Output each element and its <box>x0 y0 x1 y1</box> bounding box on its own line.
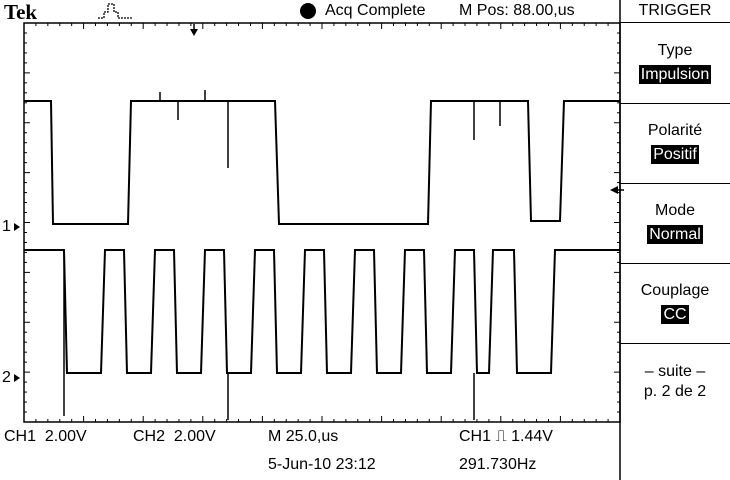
next-page-line1: – suite – <box>644 363 706 380</box>
menu-item-polarity[interactable]: Polarité Positif <box>620 122 730 164</box>
trigger-readout: CH1 ⎍ 1.44V <box>459 428 553 445</box>
ch2-marker-label: 2 <box>2 369 11 386</box>
menu-separator <box>620 103 730 104</box>
next-page-line2: p. 2 de 2 <box>643 383 707 400</box>
menu-item-value: Impulsion <box>638 65 712 84</box>
ch2-trace <box>24 249 620 374</box>
menu-item-label: Couplage <box>640 282 710 299</box>
acq-status-dot-icon <box>300 3 316 19</box>
brand-logo: Tek <box>4 0 38 24</box>
menu-item-value: CC <box>661 305 689 324</box>
timebase-readout: M 25.0,us <box>268 428 339 445</box>
menu-item-label: Polarité <box>647 122 703 139</box>
acquisition-run-icon <box>98 3 132 19</box>
acq-status-text: Acq Complete <box>325 2 426 19</box>
menu-item-value: Positif <box>651 145 699 164</box>
menu-item-mode[interactable]: Mode Normal <box>620 202 730 244</box>
menu-title: TRIGGER <box>638 2 712 19</box>
ch2-ground-marker-icon <box>14 374 20 382</box>
menu-separator <box>620 263 730 264</box>
menu-separator <box>620 343 730 344</box>
menu-item-label: Type <box>657 42 693 59</box>
frequency-readout: 291.730Hz <box>459 456 537 473</box>
menu-item-type[interactable]: Type Impulsion <box>620 42 730 84</box>
datetime-readout: 5-Jun-10 23:12 <box>268 456 376 473</box>
trigger-level-icon <box>610 186 618 194</box>
ch1-trace <box>24 100 620 225</box>
ch1-ground-marker-icon <box>14 223 20 231</box>
ch2-scale-readout: CH2 2.00V <box>133 428 216 445</box>
trigger-position-icon <box>190 29 198 36</box>
m-pos-readout: M Pos: 88.00,us <box>459 2 575 19</box>
ch1-marker-label: 1 <box>2 218 11 235</box>
ch1-scale-readout: CH1 2.00V <box>4 428 87 445</box>
graticule-ticks <box>24 23 620 422</box>
menu-separator <box>620 183 730 184</box>
menu-item-value: Normal <box>647 225 703 244</box>
menu-separator <box>620 22 730 23</box>
menu-item-next-page[interactable]: – suite – p. 2 de 2 <box>620 363 730 401</box>
menu-item-label: Mode <box>654 202 696 219</box>
glitch-spikes <box>63 90 501 420</box>
graticule-frame <box>23 22 621 423</box>
menu-item-coupling[interactable]: Couplage CC <box>620 282 730 324</box>
